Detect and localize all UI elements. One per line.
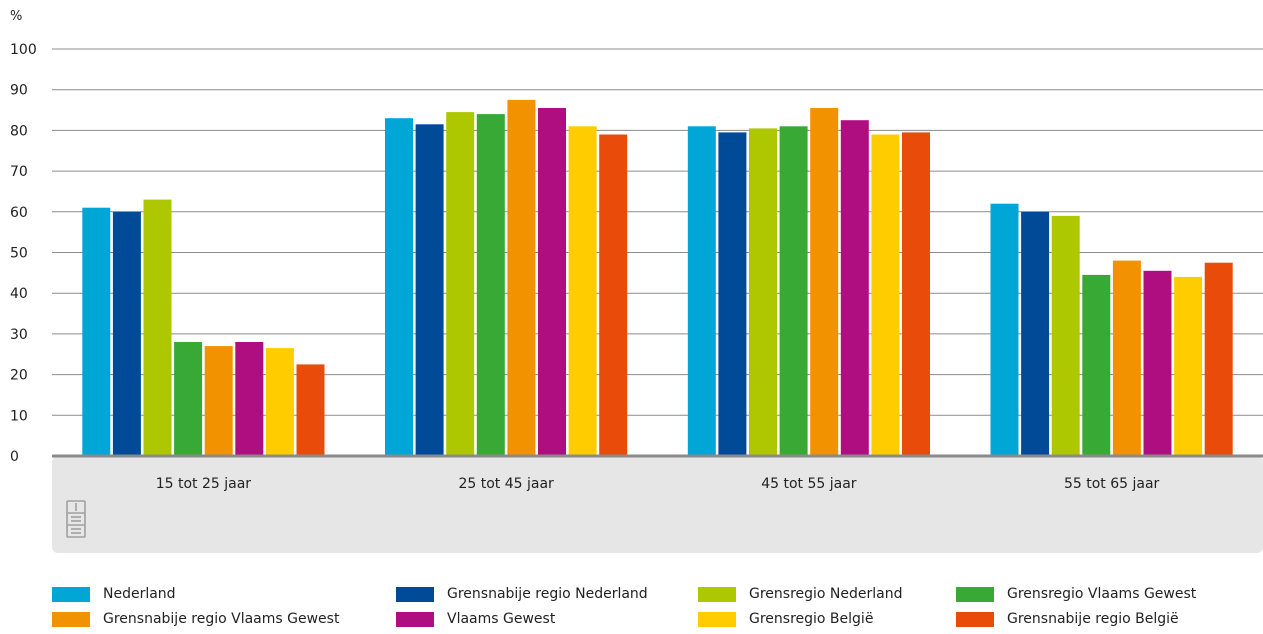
legend-swatch xyxy=(698,611,736,627)
bar xyxy=(1143,270,1172,456)
bar xyxy=(82,207,111,456)
bar-chart: 0 10 20 30 40 50 60 70 80 90 100 15 tot 25 jaar 25 … xyxy=(10,9,1263,553)
legend: Nederland Grensnabije regio Nederland Gren… xyxy=(52,584,1252,634)
legend-item: Grensregio Vlaams Gewest xyxy=(956,584,1196,604)
bar xyxy=(779,126,808,457)
y-tick-label: 40 xyxy=(10,286,28,302)
bar xyxy=(143,199,172,456)
category-panel xyxy=(52,456,1263,553)
x-category-label: 55 tot 65 jaar xyxy=(1064,476,1160,492)
bar xyxy=(990,203,1019,456)
gridlines xyxy=(52,48,1263,416)
legend-item: Grensnabije regio Nederland xyxy=(396,584,648,604)
legend-swatch xyxy=(396,586,434,602)
x-category-label: 45 tot 55 jaar xyxy=(761,476,857,492)
legend-label: Grensnabije regio België xyxy=(1007,611,1179,627)
legend-label: Grensregio Vlaams Gewest xyxy=(1007,586,1197,602)
bar xyxy=(385,118,413,456)
legend-item: Grensnabije regio België xyxy=(956,609,1179,629)
bar xyxy=(476,114,505,456)
bar xyxy=(415,124,444,457)
legend-item: Nederland xyxy=(52,584,176,604)
y-unit-label: % xyxy=(10,9,22,24)
bar xyxy=(112,211,141,456)
bar xyxy=(568,126,597,457)
legend-swatch xyxy=(698,586,736,602)
cbs-logo-icon xyxy=(66,500,86,538)
y-tick-label: 50 xyxy=(10,246,28,262)
legend-swatch xyxy=(396,611,434,627)
legend-label: Nederland xyxy=(103,586,176,602)
y-axis-ticks: 0 10 20 30 40 50 60 70 80 90 100 xyxy=(10,42,37,465)
y-tick-label: 80 xyxy=(10,123,28,139)
legend-swatch xyxy=(956,611,994,627)
y-tick-label: 90 xyxy=(10,83,28,99)
bar xyxy=(871,134,900,456)
bar xyxy=(446,112,475,456)
bar xyxy=(718,132,747,456)
bars xyxy=(82,99,1233,457)
bar xyxy=(902,132,930,456)
bar xyxy=(749,128,777,456)
bar xyxy=(840,120,869,456)
y-tick-label: 20 xyxy=(10,368,28,384)
legend-label: Vlaams Gewest xyxy=(447,611,556,627)
legend-label: Grensregio Nederland xyxy=(749,586,903,602)
bar xyxy=(174,342,203,456)
x-axis-categories: 15 tot 25 jaar 25 tot 45 jaar 45 tot 55 ja… xyxy=(156,476,1160,492)
legend-swatch xyxy=(52,586,90,602)
bar xyxy=(1051,215,1080,456)
y-tick-label: 10 xyxy=(10,408,28,424)
y-tick-label: 70 xyxy=(10,164,28,180)
bar xyxy=(235,342,264,456)
y-tick-label: 30 xyxy=(10,327,28,343)
legend-item: Vlaams Gewest xyxy=(396,609,555,629)
bar xyxy=(296,364,325,456)
legend-item: Grensregio België xyxy=(698,609,873,629)
bar xyxy=(1112,260,1141,456)
legend-item: Grensregio Nederland xyxy=(698,584,903,604)
y-tick-label: 60 xyxy=(10,205,28,221)
legend-label: Grensregio België xyxy=(749,611,874,627)
bar xyxy=(1174,276,1203,456)
legend-swatch xyxy=(52,611,90,627)
legend-label: Grensnabije regio Vlaams Gewest xyxy=(103,611,340,627)
bar xyxy=(810,108,839,456)
bar xyxy=(265,348,294,456)
bar xyxy=(538,108,566,456)
legend-label: Grensnabije regio Nederland xyxy=(447,586,648,602)
y-tick-label: 100 xyxy=(10,42,37,58)
x-category-label: 15 tot 25 jaar xyxy=(156,476,252,492)
bar xyxy=(1204,262,1233,456)
bar xyxy=(204,346,233,456)
bar xyxy=(1021,211,1050,456)
legend-swatch xyxy=(956,586,994,602)
y-tick-label: 0 xyxy=(10,449,19,465)
legend-item: Grensnabije regio Vlaams Gewest xyxy=(52,609,339,629)
bar xyxy=(1082,274,1111,456)
x-category-label: 25 tot 45 jaar xyxy=(458,476,554,492)
bar xyxy=(507,99,536,457)
bar xyxy=(687,126,716,457)
bar xyxy=(599,134,628,456)
